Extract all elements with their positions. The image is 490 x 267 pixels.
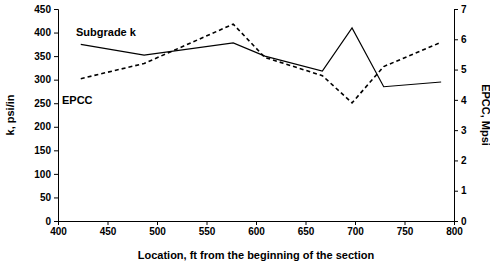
tick-mark	[454, 221, 458, 222]
tick-mark	[207, 221, 208, 225]
tick-mark	[54, 150, 58, 151]
tick-label: 0	[45, 216, 51, 227]
tick: 400	[34, 27, 58, 38]
tick: 7	[454, 4, 467, 15]
y2-axis-line	[455, 10, 459, 222]
tick-label: 400	[50, 226, 67, 237]
tick-label: 7	[461, 4, 467, 15]
x-axis-line	[59, 222, 455, 226]
tick: 700	[347, 221, 364, 237]
tick: 100	[34, 169, 58, 180]
tick-label: 6	[461, 34, 467, 45]
tick-mark	[54, 221, 58, 222]
tick-label: 350	[34, 51, 51, 62]
tick-mark	[454, 130, 458, 131]
series-label: Subgrade k	[76, 26, 137, 38]
tick-label: 700	[347, 226, 364, 237]
tick-mark	[108, 221, 109, 225]
tick: 4	[454, 95, 467, 106]
tick-mark	[157, 221, 158, 225]
tick-label: 2	[461, 155, 467, 166]
tick-mark	[454, 160, 458, 161]
tick: 350	[34, 51, 58, 62]
tick-label: 1	[461, 185, 467, 196]
tick-label: 650	[298, 226, 315, 237]
tick-label: 200	[34, 121, 51, 132]
tick-mark	[306, 221, 307, 225]
series-label: EPCC	[62, 94, 93, 106]
tick-label: 450	[34, 4, 51, 15]
tick: 650	[298, 221, 315, 237]
tick-mark	[355, 221, 356, 225]
tick-mark	[54, 56, 58, 57]
x-axis: 400 450 500 550 600 650 700 750 800	[50, 221, 463, 237]
tick: 150	[34, 145, 58, 156]
tick: 200	[34, 121, 58, 132]
tick-label: 3	[461, 125, 467, 136]
y2-axis: 0 1 2 3 4 5 6 7	[454, 4, 467, 227]
y-axis-line	[54, 10, 59, 222]
tick-mark	[54, 33, 58, 34]
tick-label: 500	[149, 226, 166, 237]
tick-label: 5	[461, 64, 467, 75]
tick: 2	[454, 155, 467, 166]
tick: 500	[149, 221, 166, 237]
tick-mark	[54, 197, 58, 198]
tick: 1	[454, 185, 467, 196]
tick-label: 400	[34, 27, 51, 38]
tick-mark	[54, 9, 58, 10]
tick: 3	[454, 125, 467, 136]
chart: 4004505005506006507007508000501001502002…	[0, 0, 490, 267]
tick: 400	[50, 221, 67, 237]
tick: 300	[34, 74, 58, 85]
tick-label: 550	[199, 226, 216, 237]
tick: 250	[34, 98, 58, 109]
tick-label: 450	[100, 226, 117, 237]
tick-mark	[256, 221, 257, 225]
tick-mark	[454, 9, 458, 10]
tick: 0	[45, 216, 58, 227]
tick-mark	[454, 191, 458, 192]
tick-label: 250	[34, 98, 51, 109]
tick: 50	[40, 192, 58, 203]
tick: 0	[454, 216, 467, 227]
y2-axis-title: EPCC, Mpsi	[480, 84, 490, 146]
tick-mark	[54, 80, 58, 81]
tick: 450	[34, 4, 58, 15]
tick-mark	[405, 221, 406, 225]
tick: 550	[199, 221, 216, 237]
tick-mark	[54, 174, 58, 175]
tick-label: 800	[446, 226, 463, 237]
tick-label: 4	[461, 95, 467, 106]
x-axis-title: Location, ft from the beginning of the s…	[138, 249, 375, 261]
tick-label: 750	[397, 226, 414, 237]
tick-label: 300	[34, 74, 51, 85]
tick: 450	[100, 221, 117, 237]
tick-mark	[454, 70, 458, 71]
tick: 6	[454, 34, 467, 45]
tick-mark	[454, 100, 458, 101]
tick-label: 600	[248, 226, 265, 237]
y-axis-title: k, psi/in	[4, 94, 16, 135]
tick-label: 100	[34, 169, 51, 180]
tick-label: 0	[461, 216, 467, 227]
tick: 5	[454, 64, 467, 75]
plot: 4004505005506006507007508000501001502002…	[34, 4, 467, 237]
tick-mark	[54, 127, 58, 128]
tick-mark	[454, 39, 458, 40]
tick-label: 150	[34, 145, 51, 156]
tick-label: 50	[40, 192, 52, 203]
tick: 750	[397, 221, 414, 237]
y-axis: 0 50 100 150 200 250 300 350 400 450	[34, 4, 58, 227]
tick: 600	[248, 221, 265, 237]
tick-mark	[54, 103, 58, 104]
